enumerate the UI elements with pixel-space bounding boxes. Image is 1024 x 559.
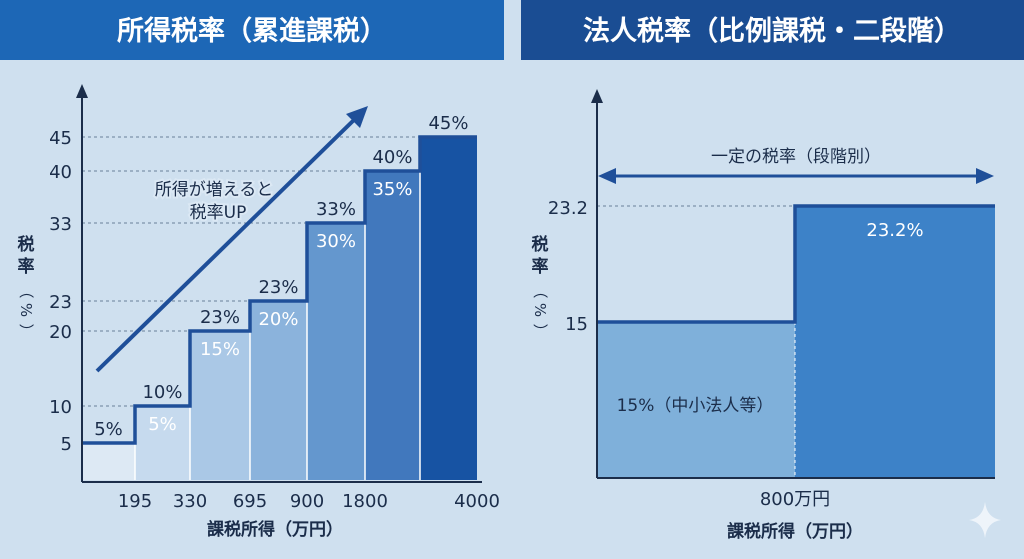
bracket-inner-label-6: 35%: [372, 179, 412, 200]
left-x-ticks: 195 330 695 900 1800 4000: [118, 491, 500, 512]
left-data-labels: 5% 10% 5% 23% 15% 23% 20% 33% 30% 40% 35% 45%: [94, 113, 468, 440]
bracket-label-1: 5%: [94, 419, 123, 440]
trend-arrow-icon: [346, 106, 368, 128]
left-ylabel-char-2: 率: [18, 256, 35, 277]
bracket-inner-label-3: 15%: [200, 339, 240, 360]
bracket-bar-5: [307, 223, 365, 480]
right-ylabel-char-2: 率: [532, 256, 549, 277]
trend-annotation-line2: 税率UP: [190, 203, 247, 223]
left-y-axis-arrow-icon: [76, 84, 88, 98]
left-header-bg: [0, 0, 504, 60]
bracket-label-7: 45%: [428, 113, 468, 134]
bar-segment-sme: [597, 322, 795, 478]
right-step-line: [597, 204, 995, 324]
left-x-tick-1800: 1800: [342, 491, 388, 512]
left-ylabel-paren-close: ）: [17, 323, 35, 338]
left-ylabel-percent: %: [17, 303, 35, 317]
right-y-axis-arrow-icon: [591, 89, 603, 103]
left-y-tick-40: 40: [49, 162, 72, 183]
left-x-tick-900: 900: [290, 491, 324, 512]
bracket-label-3: 23%: [200, 307, 240, 328]
right-y-axis-title: 税 率 （ % ）: [531, 234, 549, 339]
left-y-tick-23: 23: [49, 292, 72, 313]
bracket-inner-label-4: 20%: [258, 309, 298, 330]
left-ylabel-paren-open: （: [17, 283, 35, 298]
left-y-tick-10: 10: [49, 397, 72, 418]
bracket-label-2: 10%: [142, 382, 182, 403]
income-tax-chart: 5 10 20 23 33 40 45 195 330 695 900 1800 4000 5% 10%…: [17, 84, 500, 540]
bracket-bar-7: [420, 137, 477, 480]
right-x-axis-title: 課税所得（万円）: [727, 521, 863, 542]
trend-arrow-line: [95, 114, 360, 373]
left-y-ticks: 5 10 20 23 33 40 45: [49, 128, 72, 455]
corporate-tax-chart: 一定の税率（段階別） 23.2 15 800万円 15%（中小法人等） 23.2…: [531, 89, 995, 542]
bracket-bar-2: [135, 406, 190, 480]
left-step-line: [82, 135, 477, 445]
left-y-tick-20: 20: [49, 322, 72, 343]
left-y-tick-45: 45: [49, 128, 72, 149]
left-bars: [82, 137, 477, 480]
bracket-label-4: 23%: [258, 277, 298, 298]
left-x-tick-695: 695: [233, 491, 267, 512]
right-ylabel-char-1: 税: [532, 234, 549, 255]
label-standard-rate: 23.2%: [866, 220, 923, 241]
bracket-inner-label-2: 5%: [148, 414, 177, 435]
left-ylabel-char-1: 税: [18, 234, 35, 255]
bracket-label-5: 33%: [316, 199, 356, 220]
sparkle-icon: [969, 502, 1001, 538]
bracket-bar-6: [365, 171, 420, 480]
range-annotation: 一定の税率（段階別）: [711, 147, 881, 167]
bar-segment-standard: [795, 206, 995, 478]
left-y-tick-33: 33: [49, 214, 72, 235]
left-y-axis-title: 税 率 （ % ）: [17, 234, 35, 339]
right-y-tick-15: 15: [565, 314, 588, 335]
left-x-tick-195: 195: [118, 491, 152, 512]
bracket-bar-3: [190, 331, 250, 480]
left-chart-title: 所得税率（累進課税）: [117, 15, 387, 47]
right-ylabel-paren-close: ）: [531, 323, 549, 338]
range-arrow-right-icon: [976, 168, 994, 184]
left-x-axis-title: 課税所得（万円）: [207, 519, 343, 540]
right-x-tick-800: 800万円: [760, 489, 830, 510]
bracket-label-6: 40%: [372, 147, 412, 168]
label-sme-rate: 15%（中小法人等）: [617, 396, 774, 416]
right-ylabel-paren-open: （: [531, 283, 549, 298]
left-x-tick-4000: 4000: [454, 491, 500, 512]
right-y-tick-23-2: 23.2: [548, 198, 588, 219]
bracket-bar-4: [250, 301, 307, 480]
trend-annotation-line1: 所得が増えると: [155, 180, 274, 200]
bracket-bar-1: [82, 443, 135, 480]
right-header-bg: [521, 0, 1024, 60]
right-ylabel-percent: %: [531, 303, 549, 317]
range-arrow-left-icon: [598, 168, 616, 184]
bracket-inner-label-5: 30%: [316, 231, 356, 252]
left-y-tick-5: 5: [61, 434, 72, 455]
left-x-tick-330: 330: [173, 491, 207, 512]
right-chart-title: 法人税率（比例課税・二段階）: [583, 15, 961, 47]
